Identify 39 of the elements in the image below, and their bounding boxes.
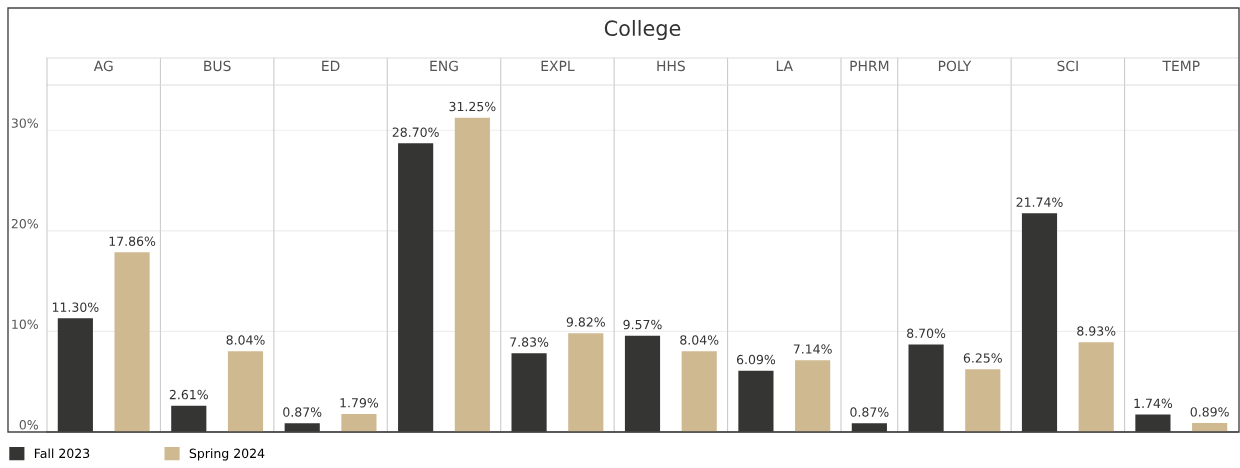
data-label: 6.09%: [736, 354, 776, 365]
x-tick-label: LA: [776, 60, 793, 71]
data-label: 6.25%: [963, 353, 1002, 363]
x-tick-label: SCI: [1057, 60, 1078, 72]
x-tick-label: AG: [93, 60, 113, 72]
data-label: 2.61%: [169, 389, 208, 400]
data-label: 21.74%: [1016, 197, 1063, 207]
data-label: 11.30%: [52, 302, 99, 312]
data-label: 17.86%: [109, 236, 156, 246]
data-label: 0.87%: [850, 407, 889, 417]
y-tick-label: 10%: [12, 319, 38, 329]
data-label: 0.89%: [1190, 407, 1229, 417]
y-tick-label: 30%: [11, 118, 38, 128]
data-label: 31.25%: [449, 101, 496, 112]
x-tick-label: BUS: [204, 60, 231, 72]
y-tick-label: 20%: [11, 218, 38, 229]
data-label: 28.70%: [392, 127, 439, 137]
x-tick-label: EXPL: [541, 60, 575, 71]
x-tick-label: PHRM: [850, 60, 889, 71]
legend-label: Fall 2023: [34, 448, 90, 459]
data-label: 9.57%: [623, 319, 662, 330]
data-label: 8.04%: [680, 335, 719, 345]
x-tick-label: ENG: [430, 60, 458, 72]
x-tick-label: HHS: [657, 60, 685, 72]
data-label: 8.93%: [1077, 326, 1116, 336]
data-label: 1.74%: [1134, 398, 1173, 409]
data-label: 8.04%: [226, 335, 265, 345]
x-tick-label: TEMP: [1162, 60, 1200, 71]
data-label: 1.79%: [340, 398, 379, 408]
data-label: 8.70%: [907, 328, 946, 339]
data-label: 0.87%: [283, 407, 322, 417]
x-tick-label: ED: [322, 60, 340, 71]
data-label: 7.14%: [793, 344, 832, 354]
x-tick-label: POLY: [938, 60, 972, 72]
chart-title: College: [604, 19, 681, 41]
data-label: 7.83%: [510, 337, 549, 347]
data-label: 9.82%: [566, 317, 605, 327]
y-tick-label: 0%: [19, 420, 38, 430]
legend-label: Spring 2024: [189, 448, 265, 461]
